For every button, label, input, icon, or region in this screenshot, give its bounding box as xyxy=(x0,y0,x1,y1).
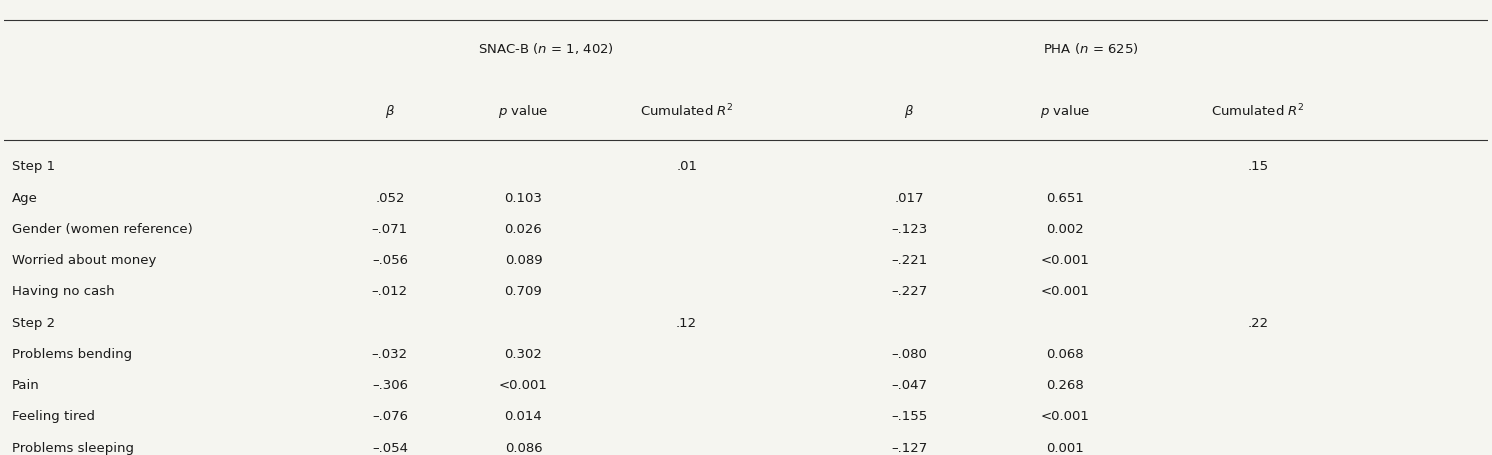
Text: –.221: –.221 xyxy=(891,253,928,267)
Text: Worried about money: Worried about money xyxy=(12,253,157,267)
Text: 0.086: 0.086 xyxy=(504,441,542,454)
Text: –.155: –.155 xyxy=(891,410,928,423)
Text: <0.001: <0.001 xyxy=(1040,285,1089,298)
Text: .01: .01 xyxy=(676,160,697,173)
Text: –.123: –.123 xyxy=(891,222,928,235)
Text: Step 2: Step 2 xyxy=(12,316,55,329)
Text: 0.302: 0.302 xyxy=(504,347,543,360)
Text: –.047: –.047 xyxy=(891,379,927,391)
Text: Feeling tired: Feeling tired xyxy=(12,410,94,423)
Text: PHA ($\it{n}$ = 625): PHA ($\it{n}$ = 625) xyxy=(1043,40,1138,56)
Text: –.127: –.127 xyxy=(891,441,928,454)
Text: 0.014: 0.014 xyxy=(504,410,542,423)
Text: Problems bending: Problems bending xyxy=(12,347,131,360)
Text: 0.002: 0.002 xyxy=(1046,222,1083,235)
Text: 0.103: 0.103 xyxy=(504,191,543,204)
Text: $\beta$: $\beta$ xyxy=(904,102,915,120)
Text: Cumulated $\it{R}^2$: Cumulated $\it{R}^2$ xyxy=(1212,103,1304,120)
Text: <0.001: <0.001 xyxy=(1040,253,1089,267)
Text: SNAC-B ($\it{n}$ = 1, 402): SNAC-B ($\it{n}$ = 1, 402) xyxy=(477,40,613,56)
Text: –.056: –.056 xyxy=(372,253,407,267)
Text: Problems sleeping: Problems sleeping xyxy=(12,441,134,454)
Text: .15: .15 xyxy=(1247,160,1268,173)
Text: –.227: –.227 xyxy=(891,285,928,298)
Text: –.032: –.032 xyxy=(372,347,407,360)
Text: 0.709: 0.709 xyxy=(504,285,542,298)
Text: 0.001: 0.001 xyxy=(1046,441,1083,454)
Text: <0.001: <0.001 xyxy=(1040,410,1089,423)
Text: $\it{p}$ value: $\it{p}$ value xyxy=(498,102,549,120)
Text: 0.268: 0.268 xyxy=(1046,379,1083,391)
Text: .052: .052 xyxy=(374,191,404,204)
Text: Cumulated $\it{R}^2$: Cumulated $\it{R}^2$ xyxy=(640,103,734,120)
Text: .12: .12 xyxy=(676,316,697,329)
Text: Pain: Pain xyxy=(12,379,39,391)
Text: –.012: –.012 xyxy=(372,285,407,298)
Text: –.054: –.054 xyxy=(372,441,407,454)
Text: .22: .22 xyxy=(1247,316,1268,329)
Text: 0.068: 0.068 xyxy=(1046,347,1083,360)
Text: Gender (women reference): Gender (women reference) xyxy=(12,222,192,235)
Text: –.076: –.076 xyxy=(372,410,407,423)
Text: $\beta$: $\beta$ xyxy=(385,102,395,120)
Text: $\it{p}$ value: $\it{p}$ value xyxy=(1040,102,1091,120)
Text: –.080: –.080 xyxy=(891,347,927,360)
Text: <0.001: <0.001 xyxy=(498,379,548,391)
Text: –.306: –.306 xyxy=(372,379,407,391)
Text: .017: .017 xyxy=(894,191,924,204)
Text: 0.089: 0.089 xyxy=(504,253,542,267)
Text: 0.026: 0.026 xyxy=(504,222,542,235)
Text: 0.651: 0.651 xyxy=(1046,191,1083,204)
Text: Step 1: Step 1 xyxy=(12,160,55,173)
Text: –.071: –.071 xyxy=(372,222,407,235)
Text: Having no cash: Having no cash xyxy=(12,285,115,298)
Text: Age: Age xyxy=(12,191,37,204)
